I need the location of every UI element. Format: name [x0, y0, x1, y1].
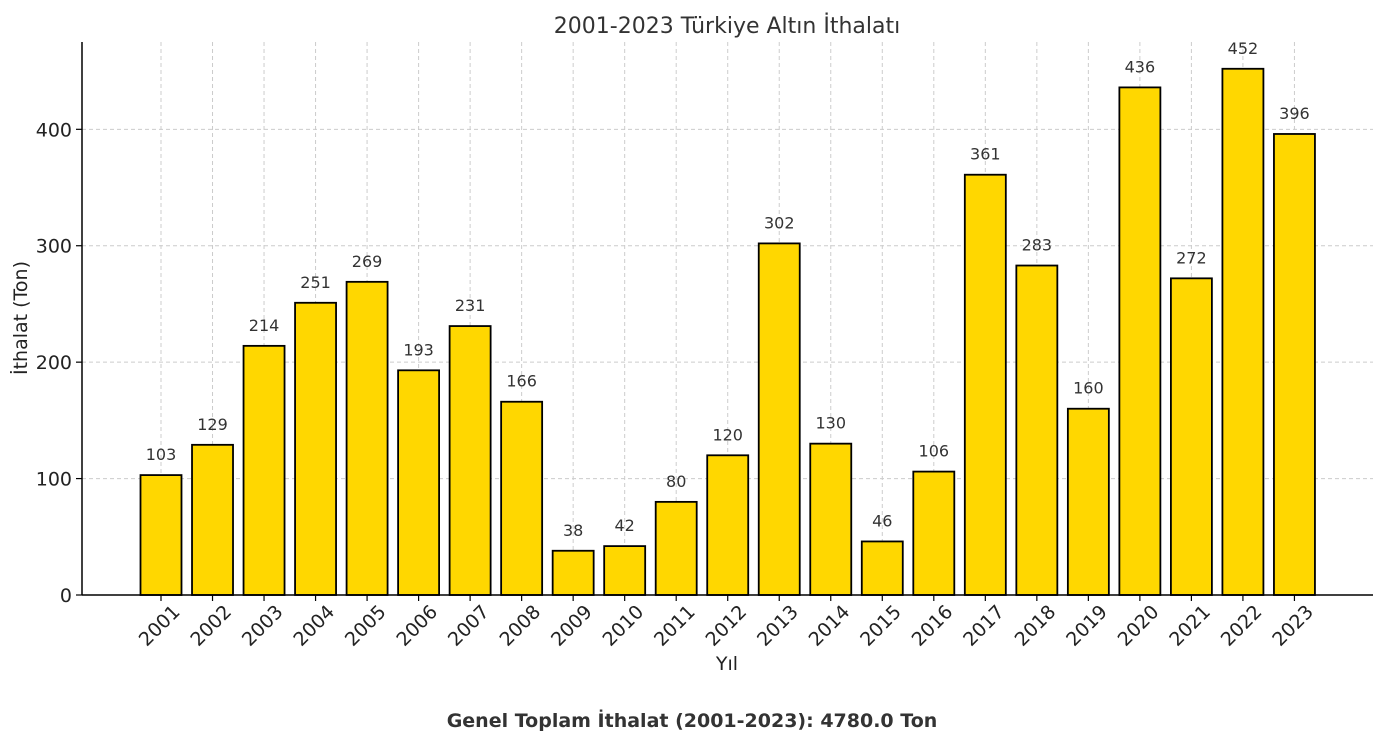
x-tick-label-2020: 2020	[1114, 601, 1164, 651]
data-label-2001: 103	[146, 445, 177, 464]
data-label-2004: 251	[300, 273, 331, 292]
x-tick-label-2010: 2010	[598, 601, 648, 651]
x-tick-label-2013: 2013	[753, 601, 803, 651]
x-tick-label-2005: 2005	[341, 601, 391, 651]
data-label-2016: 106	[919, 442, 950, 461]
x-tick-label-2011: 2011	[650, 601, 700, 651]
x-tick-label-2018: 2018	[1011, 601, 1061, 651]
bar-2021	[1170, 277, 1213, 596]
bar-2010	[603, 545, 647, 596]
data-label-2021: 272	[1176, 248, 1207, 267]
y-tick-label: 0	[60, 585, 72, 607]
data-label-2006: 193	[403, 340, 434, 359]
chart-title: 2001-2023 Türkiye Altın İthalatı	[554, 13, 900, 39]
data-label-2008: 166	[506, 372, 537, 391]
bar-2017	[963, 173, 1007, 596]
y-tick-label: 300	[36, 236, 72, 258]
x-tick-label-2003: 2003	[238, 601, 288, 651]
data-label-2009: 38	[563, 521, 583, 540]
data-label-2022: 452	[1228, 39, 1259, 58]
data-label-2003: 214	[249, 316, 280, 335]
bar-2022	[1221, 67, 1265, 596]
x-tick-label-2009: 2009	[547, 601, 597, 651]
bar-2023	[1273, 133, 1316, 596]
bar-2009	[551, 549, 595, 596]
bar-2007	[448, 325, 492, 596]
x-tick-label-2021: 2021	[1165, 601, 1215, 651]
y-tick-label: 400	[36, 119, 72, 141]
bar-2006	[397, 369, 441, 596]
data-label-2017: 361	[970, 145, 1001, 164]
data-label-2015: 46	[872, 511, 892, 530]
footer-total: Genel Toplam İthalat (2001-2023): 4780.0…	[447, 708, 938, 732]
bar-2005	[345, 280, 389, 596]
data-label-2007: 231	[455, 296, 486, 315]
x-tick-label-2006: 2006	[392, 601, 442, 651]
data-label-2019: 160	[1073, 379, 1104, 398]
bar-2008	[500, 400, 544, 596]
bar-2015	[860, 540, 904, 596]
data-label-2023: 396	[1279, 104, 1310, 123]
data-labels: 103 129 214 251 269 193 231 166 38 42 80 120 302 130 4…	[146, 39, 1310, 540]
bar-2018	[1015, 264, 1059, 596]
data-label-2005: 269	[352, 252, 383, 271]
data-label-2011: 80	[666, 472, 686, 491]
x-tick-label-2023: 2023	[1268, 601, 1318, 651]
x-tick-label-2014: 2014	[805, 601, 855, 651]
data-label-2018: 283	[1022, 236, 1053, 255]
data-label-2014: 130	[815, 414, 846, 433]
bar-2014	[809, 442, 853, 596]
x-tick-labels: 2001 2002 2003 2004 2005 2006 2007 2008 2009 2010…	[135, 595, 1318, 651]
bar-2003	[242, 344, 286, 596]
bar-2020	[1118, 86, 1162, 596]
bar-2012	[706, 454, 750, 596]
data-label-2002: 129	[197, 415, 228, 434]
x-tick-label-2017: 2017	[959, 601, 1009, 651]
x-tick-label-2022: 2022	[1217, 601, 1267, 651]
bar-2011	[654, 500, 698, 596]
bar-2004	[294, 301, 337, 596]
bars	[139, 67, 1316, 596]
bar-2013	[757, 242, 801, 596]
bar-2002	[191, 443, 234, 596]
x-tick-label-2016: 2016	[908, 601, 958, 651]
data-label-2020: 436	[1125, 57, 1156, 76]
bar-2016	[912, 470, 956, 596]
data-label-2010: 42	[615, 516, 635, 535]
x-tick-label-2007: 2007	[444, 601, 494, 651]
x-tick-label-2004: 2004	[289, 601, 339, 651]
x-tick-label-2019: 2019	[1062, 601, 1112, 651]
y-tick-labels: 0 100 200 300 400	[36, 119, 82, 607]
x-tick-label-2002: 2002	[186, 601, 236, 651]
x-tick-label-2015: 2015	[856, 601, 906, 651]
data-label-2013: 302	[764, 213, 795, 232]
x-tick-label-2012: 2012	[702, 601, 752, 651]
data-label-2012: 120	[712, 425, 743, 444]
x-tick-label-2001: 2001	[135, 601, 185, 651]
x-tick-label-2008: 2008	[495, 601, 545, 651]
bar-2019	[1066, 407, 1110, 596]
x-axis-label: Yıl	[715, 653, 738, 675]
y-tick-label: 100	[36, 469, 72, 491]
bar-2001	[139, 474, 183, 596]
y-axis-label: İthalat (Ton)	[9, 261, 32, 375]
y-tick-label: 200	[36, 352, 72, 374]
